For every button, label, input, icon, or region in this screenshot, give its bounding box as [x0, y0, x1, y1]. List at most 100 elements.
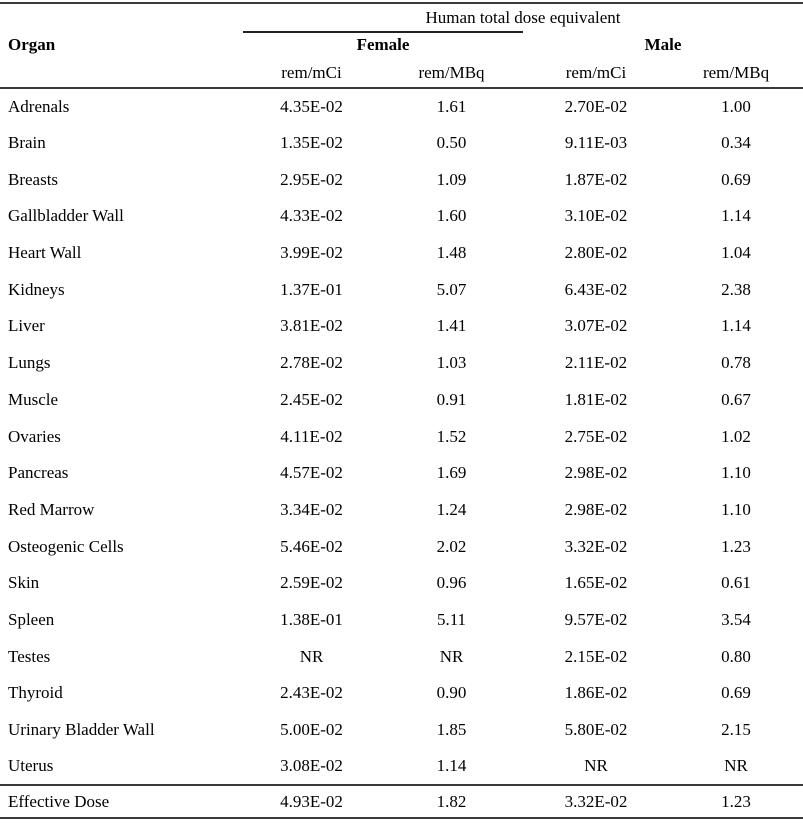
- value-cell: 3.32E-02: [564, 536, 628, 556]
- table-row: Lungs 2.78E-02 1.03 2.11E-02 0.78: [0, 345, 803, 382]
- organ-cell: Muscle: [8, 389, 59, 409]
- value-cell: 2.78E-02: [280, 353, 343, 373]
- table-row: Ovaries 4.11E-02 1.52 2.75E-02 1.02: [0, 418, 803, 455]
- value-cell: 1.09: [436, 169, 467, 189]
- value-cell: 2.38: [721, 279, 751, 299]
- value-cell: 2.98E-02: [564, 463, 628, 483]
- value-cell: 0.69: [721, 169, 751, 189]
- value-cell: 0.80: [721, 646, 751, 666]
- value-cell: 1.60: [436, 206, 467, 226]
- value-cell: 3.99E-02: [280, 243, 343, 263]
- value-cell: 1.23: [721, 536, 751, 556]
- value-cell: 0.78: [721, 353, 751, 373]
- value-cell: 0.90: [436, 683, 467, 703]
- effective-dose-value: 4.93E-02: [243, 784, 380, 820]
- value-cell: NR: [299, 646, 324, 666]
- spanner-row: Human total dose equivalent: [0, 3, 803, 31]
- value-cell: 1.41: [436, 316, 467, 336]
- value-cell: NR: [584, 756, 608, 776]
- value-cell: 1.14: [436, 756, 467, 776]
- organ-column-header: Organ: [8, 35, 56, 54]
- organ-cell: Gallbladder Wall: [8, 206, 124, 226]
- value-cell: 3.10E-02: [564, 206, 628, 226]
- table-body: Adrenals 4.35E-02 1.61 2.70E-02 1.00 Brain 1.3…: [0, 88, 803, 785]
- value-cell: 0.34: [721, 133, 751, 153]
- value-cell: 1.37E-01: [280, 279, 343, 299]
- table-row: Osteogenic Cells 5.46E-02 2.02 3.32E-02 1.23: [0, 528, 803, 565]
- effective-dose-value: 3.32E-02: [523, 784, 669, 820]
- table-spanner-heading: Human total dose equivalent: [425, 7, 621, 27]
- male-group-header: Male: [644, 35, 682, 54]
- value-cell: 1.14: [721, 316, 751, 336]
- unit-header-spacer-cell: [0, 59, 243, 89]
- table-row: Breasts 2.95E-02 1.09 1.87E-02 0.69: [0, 161, 803, 198]
- organ-cell: Uterus: [8, 756, 54, 776]
- table-row: Red Marrow 3.34E-02 1.24 2.98E-02 1.10: [0, 492, 803, 529]
- value-cell: 5.11: [436, 609, 467, 629]
- value-cell: 1.87E-02: [564, 169, 628, 189]
- unit-header-row: rem/mCi rem/MBq rem/mCi rem/MBq: [0, 59, 803, 89]
- value-cell: 2.45E-02: [280, 389, 343, 409]
- organ-cell: Testes: [8, 646, 51, 666]
- value-cell: 2.80E-02: [564, 243, 628, 263]
- value-cell: 1.81E-02: [564, 389, 628, 409]
- table-row: Thyroid 2.43E-02 0.90 1.86E-02 0.69: [0, 675, 803, 712]
- value-cell: 2.95E-02: [280, 169, 343, 189]
- value-cell: 4.33E-02: [280, 206, 343, 226]
- value-cell: 2.43E-02: [280, 683, 343, 703]
- value-cell: 2.98E-02: [564, 499, 628, 519]
- value-cell: 1.86E-02: [564, 683, 628, 703]
- unit-header-male-rem-mci: rem/mCi: [523, 59, 669, 89]
- organ-cell: Ovaries: [8, 426, 61, 446]
- value-cell: 1.00: [721, 96, 751, 116]
- organ-cell: Urinary Bladder Wall: [8, 720, 155, 740]
- effective-dose-row: Effective Dose 4.93E-02 1.82 3.32E-02 1.…: [0, 784, 803, 820]
- value-cell: 3.08E-02: [280, 756, 343, 776]
- organ-cell: Brain: [8, 133, 46, 153]
- value-cell: 3.81E-02: [280, 316, 343, 336]
- value-cell: 3.07E-02: [564, 316, 628, 336]
- value-cell: 1.61: [436, 96, 467, 116]
- effective-dose-value: 1.23: [669, 784, 803, 820]
- value-cell: 0.67: [721, 389, 751, 409]
- group-header-row: Organ Female Male: [0, 31, 803, 59]
- effective-dose-label: Effective Dose: [0, 784, 243, 820]
- table-row: Urinary Bladder Wall 5.00E-02 1.85 5.80E-02…: [0, 712, 803, 749]
- value-cell: 0.69: [721, 683, 751, 703]
- organ-cell: Red Marrow: [8, 499, 95, 519]
- value-cell: 0.50: [436, 133, 467, 153]
- value-cell: 2.75E-02: [564, 426, 628, 446]
- organ-cell: Spleen: [8, 609, 55, 629]
- value-cell: 5.46E-02: [280, 536, 343, 556]
- organ-cell: Breasts: [8, 169, 59, 189]
- value-cell: 1.48: [436, 243, 467, 263]
- table-row: Uterus 3.08E-02 1.14 NR NR: [0, 748, 803, 785]
- value-cell: 3.34E-02: [280, 499, 343, 519]
- organ-cell: Kidneys: [8, 279, 65, 299]
- organ-cell: Lungs: [8, 353, 51, 373]
- effective-dose-value: 1.82: [380, 784, 523, 820]
- value-cell: 4.35E-02: [280, 96, 343, 116]
- value-cell: 0.91: [436, 389, 467, 409]
- value-cell: 5.80E-02: [564, 720, 628, 740]
- value-cell: 1.24: [436, 499, 467, 519]
- value-cell: 1.52: [436, 426, 467, 446]
- table-row: Adrenals 4.35E-02 1.61 2.70E-02 1.00: [0, 88, 803, 125]
- table-row: Pancreas 4.57E-02 1.69 2.98E-02 1.10: [0, 455, 803, 492]
- value-cell: 2.11E-02: [564, 353, 628, 373]
- value-cell: 6.43E-02: [564, 279, 628, 299]
- value-cell: 1.10: [721, 499, 751, 519]
- table-row: Heart Wall 3.99E-02 1.48 2.80E-02 1.04: [0, 235, 803, 272]
- value-cell: 1.38E-01: [280, 609, 343, 629]
- value-cell: 9.57E-02: [564, 609, 628, 629]
- female-group-header: Female: [356, 35, 410, 54]
- value-cell: NR: [439, 646, 464, 666]
- value-cell: 5.00E-02: [280, 720, 343, 740]
- value-cell: 1.02: [721, 426, 751, 446]
- value-cell: 1.69: [436, 463, 467, 483]
- organ-cell: Skin: [8, 573, 40, 593]
- value-cell: 1.85: [436, 720, 467, 740]
- value-cell: 1.65E-02: [564, 573, 628, 593]
